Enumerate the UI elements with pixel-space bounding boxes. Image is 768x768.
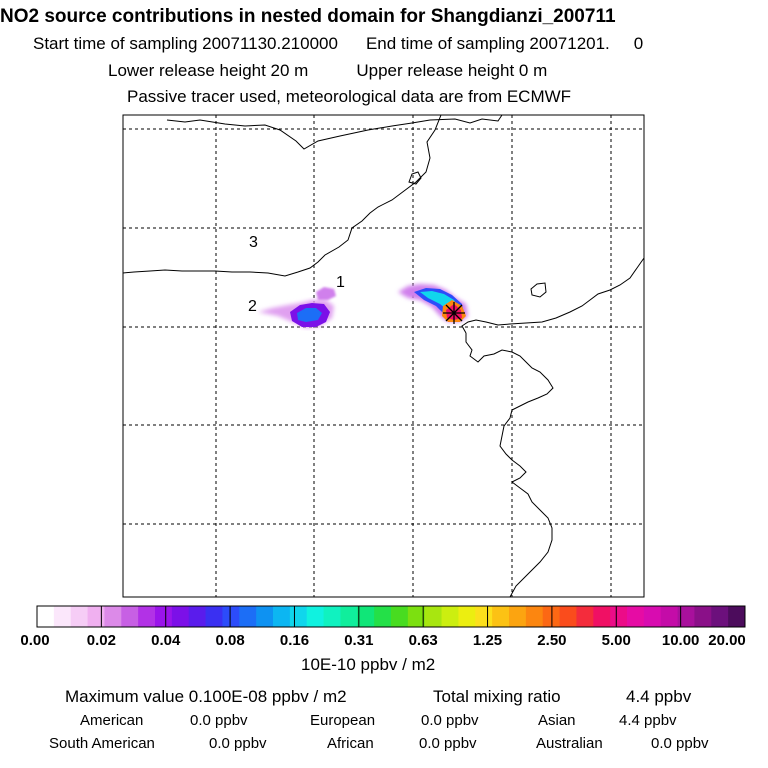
start-time-label: Start time of sampling 20071130.210000 [33,34,338,53]
colorbar-cell [492,606,510,627]
colorbar-cells [37,606,746,627]
map-marker-2: 2 [248,298,257,315]
colorbar-cell [323,606,341,627]
region-name-asian: Asian [538,712,576,729]
end-time-value: 0 [633,34,644,53]
colorbar-unit: 10E-10 ppbv / m2 [301,655,436,674]
region-name-american: American [80,712,144,729]
colorbar-cell [273,606,291,627]
region-value-australian: 0.0 ppbv [651,735,709,752]
colorbar-cell [70,606,88,627]
colorbar-cell [660,606,678,627]
colorbar-tick-label: 20.00 [708,632,746,649]
lower-release-height: Lower release height 20 m [108,61,309,80]
colorbar-cell [627,606,645,627]
colorbar-cell [475,606,493,627]
total-mixing-label: Total mixing ratio [433,687,561,706]
star-receptor-icon [443,302,465,324]
colorbar-cell [188,606,206,627]
release-height-line: Lower release height 20 m Upper release h… [108,61,547,81]
colorbar-cell [610,606,628,627]
colorbar-cell [205,606,223,627]
colorbar-tick-label: 10.00 [661,632,700,649]
map-gridlines [123,115,644,597]
colorbar-cell [239,606,257,627]
region-name-australian: Australian [536,735,603,752]
region-value-african: 0.0 ppbv [419,735,477,752]
colorbar-cell [155,606,173,627]
colorbar-cell [138,606,156,627]
region-value-south-american: 0.0 ppbv [209,735,267,752]
colorbar-cell [509,606,527,627]
colorbar-cell [391,606,409,627]
colorbar-tick-label: 0.16 [279,632,310,649]
colorbar-tick-label: 0.00 [20,632,50,649]
tracer-info-line: Passive tracer used, meteorological data… [127,87,572,106]
colorbar-cell [525,606,544,627]
colorbar-cell [104,606,122,627]
colorbar-dividers [100,606,682,627]
plume-asia-west [258,287,336,328]
colorbar-cell [53,606,72,627]
colorbar-cell [424,606,442,627]
page-title: NO2 source contributions in nested domai… [0,6,616,27]
region-name-south-american: South American [49,735,155,752]
colorbar-cell [542,606,560,627]
colorbar-cell [407,606,426,627]
colorbar-cell [441,606,459,627]
colorbar-cell [222,606,240,627]
region-value-american: 0.0 ppbv [190,712,248,729]
colorbar-cell [256,606,274,627]
colorbar-cell [171,606,190,627]
colorbar-cell [87,606,105,627]
sampling-times-line: Start time of sampling 20071130.210000 En… [33,34,643,54]
colorbar-cell [37,606,55,627]
colorbar-tick-label: 1.25 [472,632,503,649]
upper-release-height: Upper release height 0 m [356,61,548,80]
max-value-label: Maximum value 0.100E-08 ppbv / m2 [65,687,347,706]
coastlines [122,114,645,598]
colorbar-cell [711,606,729,627]
region-name-african: African [327,735,374,752]
map-marker-3: 3 [249,234,258,251]
colorbar-cell [677,606,695,627]
colorbar-tick-label: 0.04 [151,632,181,649]
colorbar-outline [36,605,746,628]
colorbar-cell [374,606,392,627]
colorbar-cell [576,606,594,627]
total-mixing-value: 4.4 ppbv [626,687,692,706]
colorbar-tick-label: 0.08 [215,632,245,649]
colorbar-cell [306,606,324,627]
colorbar-tick-label: 0.02 [86,632,116,649]
colorbar-tick-label: 5.00 [601,632,631,649]
colorbar-cell [593,606,611,627]
colorbar-tick-label: 0.63 [408,632,438,649]
colorbar-cell [121,606,139,627]
colorbar-cell [694,606,712,627]
colorbar-cell [458,606,476,627]
colorbar-cell [559,606,577,627]
colorbar-cell [340,606,358,627]
colorbar-cell [289,606,308,627]
region-value-european: 0.0 ppbv [421,712,479,729]
colorbar-tick-label: 2.50 [537,632,567,649]
region-name-european: European [310,712,376,729]
map-frame [122,114,645,598]
region-value-asian: 4.4 ppbv [619,712,677,729]
map-marker-1: 1 [336,274,345,291]
end-time-label: End time of sampling 20071201. [365,34,610,53]
colorbar-tick-label: 0.31 [344,632,374,649]
colorbar-cell [728,606,746,627]
colorbar-cell [643,606,662,627]
colorbar-cell [357,606,375,627]
